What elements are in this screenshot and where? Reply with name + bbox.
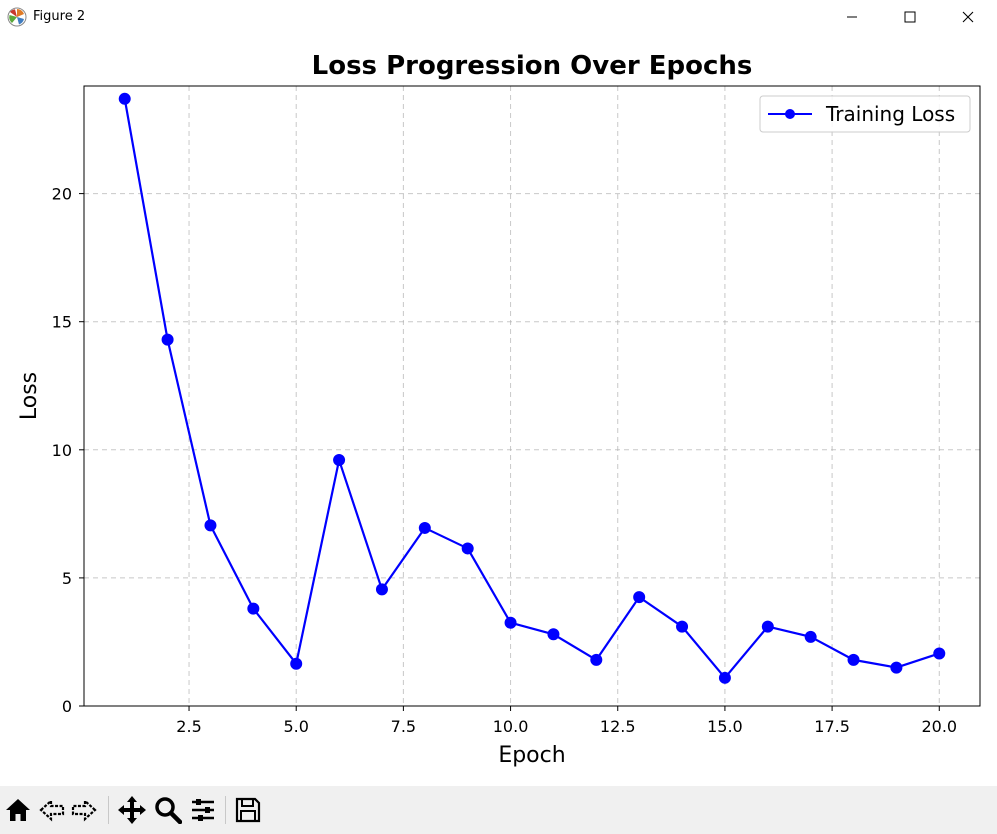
data-point: [418, 521, 431, 534]
data-point: [247, 602, 260, 615]
data-point: [761, 620, 774, 633]
data-point: [676, 620, 689, 633]
pan-button[interactable]: [116, 794, 148, 826]
y-tick-label: 5: [62, 569, 72, 588]
minimize-button[interactable]: [823, 0, 881, 34]
x-tick-label: 5.0: [283, 717, 308, 736]
configure-subplots-button[interactable]: [187, 794, 219, 826]
home-button[interactable]: [2, 794, 34, 826]
y-axis-label: Loss: [17, 372, 42, 420]
series-line: [123, 98, 940, 679]
back-icon: [39, 798, 65, 822]
legend-marker-swatch: [785, 109, 795, 119]
data-point: [718, 671, 731, 684]
pan-icon: [118, 796, 146, 824]
navigation-toolbar: [0, 786, 997, 834]
toolbar-separator: [108, 796, 109, 824]
legend: Training Loss: [759, 95, 971, 133]
forward-button[interactable]: [68, 794, 100, 826]
data-point: [633, 591, 646, 604]
legend-label: Training Loss: [825, 102, 955, 126]
save-icon: [235, 797, 261, 823]
legend-box: [759, 95, 971, 133]
data-point: [890, 661, 903, 674]
close-icon: [962, 11, 974, 23]
data-point: [290, 657, 303, 670]
back-button[interactable]: [36, 794, 68, 826]
data-point: [461, 542, 474, 555]
y-tick-label: 10: [52, 441, 72, 460]
matplotlib-icon: [7, 7, 27, 27]
home-icon: [6, 799, 30, 821]
data-point: [504, 616, 517, 629]
x-tick-label: 17.5: [814, 717, 850, 736]
chart-title: Loss Progression Over Epochs: [312, 51, 753, 81]
toolbar-separator: [225, 796, 226, 824]
forward-icon: [71, 798, 97, 822]
x-tick-label: 7.5: [391, 717, 416, 736]
figure-canvas: 2.5 5.0 7.5 10.0 12.5 15.0 17.5 20.0 0 5 10 15 20 Lo…: [0, 36, 997, 786]
zoom-icon: [155, 797, 182, 824]
x-tick-label: 2.5: [176, 717, 201, 736]
line-chart: 2.5 5.0 7.5 10.0 12.5 15.0 17.5 20.0 0 5 10 15 20 Lo…: [17, 51, 981, 768]
x-axis-label: Epoch: [498, 743, 565, 768]
data-point: [933, 647, 946, 660]
save-button[interactable]: [232, 794, 264, 826]
y-tick-label: 15: [52, 313, 72, 332]
window-title: Figure 2: [33, 9, 86, 24]
x-tick-label: 12.5: [600, 717, 636, 736]
maximize-button[interactable]: [881, 0, 939, 34]
data-point: [161, 333, 174, 346]
x-tick-label: 15.0: [707, 717, 743, 736]
title-bar: Figure 2: [0, 0, 997, 36]
data-point: [847, 653, 860, 666]
plot-area: [83, 85, 981, 707]
y-tick-label: 20: [52, 185, 72, 204]
data-point: [118, 92, 131, 105]
data-point: [547, 628, 560, 641]
x-tick-label: 10.0: [493, 717, 529, 736]
close-button[interactable]: [939, 0, 997, 34]
minimize-icon: [847, 16, 857, 18]
zoom-button[interactable]: [152, 794, 184, 826]
data-point: [333, 454, 346, 467]
data-point: [804, 630, 817, 643]
data-point: [204, 519, 217, 532]
x-tick-label: 20.0: [921, 717, 957, 736]
data-point: [375, 583, 388, 596]
y-tick-label: 0: [62, 697, 72, 716]
configure-subplots-icon: [192, 799, 214, 821]
maximize-icon: [904, 11, 916, 23]
data-point: [590, 653, 603, 666]
